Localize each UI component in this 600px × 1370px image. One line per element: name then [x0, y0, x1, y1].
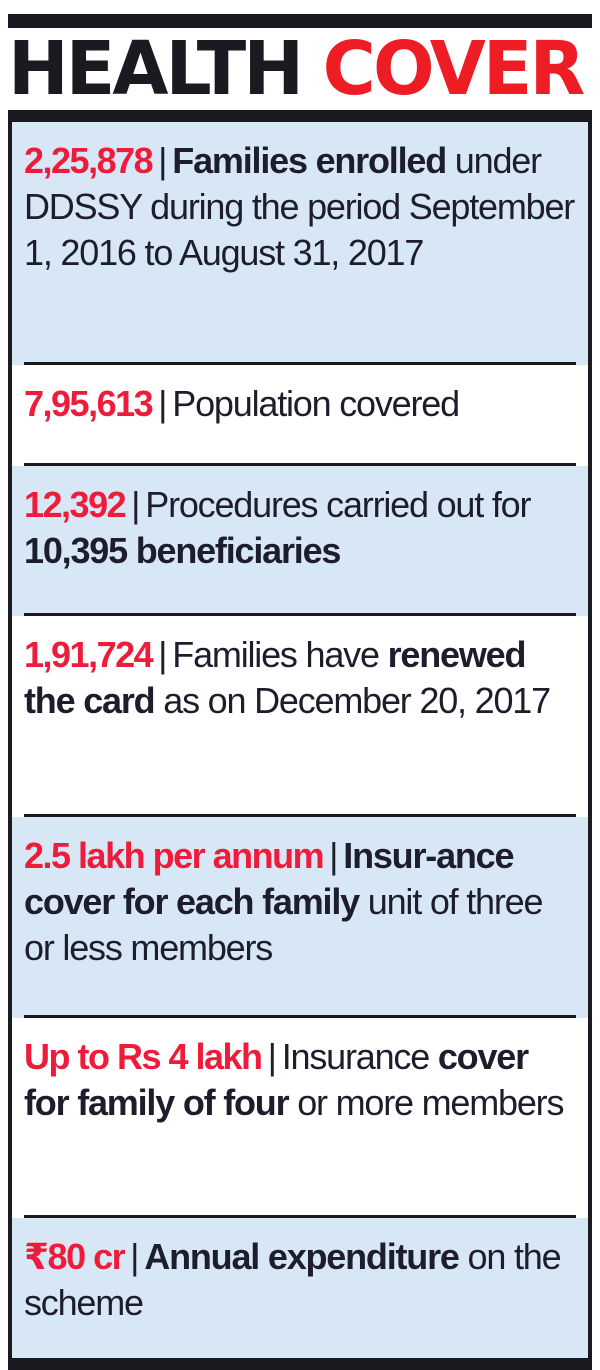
fact-value: Up to Rs 4 lakh: [24, 1036, 263, 1077]
separator: |: [158, 634, 167, 675]
fact-cover-large-family: Up to Rs 4 lakh | Insurance cover for fami…: [12, 1018, 588, 1218]
fact-text: Families have: [172, 634, 388, 675]
separator: |: [329, 835, 338, 876]
top-rule: [8, 14, 592, 28]
facts-list: 2,25,878 | Families enrolled under DDSSY d…: [8, 110, 592, 1370]
fact-text-bold: renewed the card: [24, 634, 526, 721]
fact-text-bold: 10,395 beneficiaries: [24, 530, 341, 571]
headline-part-1: HEALTH: [8, 26, 304, 112]
fact-text-bold: Families enrolled: [172, 140, 447, 181]
fact-text-after: or more members: [288, 1082, 564, 1123]
fact-text-bold: Insur-ance cover for each family: [24, 835, 515, 922]
fact-value: 2,25,878: [24, 140, 154, 181]
separator: |: [131, 484, 140, 525]
fact-population-covered: 7,95,613 | Population covered: [12, 365, 588, 466]
headline-part-2: COVER: [322, 26, 586, 112]
fact-annual-expenditure: ₹80 cr | Annual expenditure on the scheme: [12, 1218, 588, 1358]
fact-cover-small-family: 2.5 lakh per annum | Insur-ance cover for …: [12, 817, 588, 1018]
headline: HEALTH COVER: [8, 26, 586, 112]
fact-value: 7,95,613: [24, 383, 154, 424]
fact-text: Insurance: [281, 1036, 438, 1077]
fact-value: 2.5 lakh per annum: [24, 835, 325, 876]
fact-text-bold: cover for family of four: [24, 1036, 529, 1123]
fact-value: 12,392: [24, 484, 127, 525]
separator: |: [130, 1236, 139, 1277]
fact-text-after: as on December 20, 2017: [154, 680, 551, 721]
fact-text: on the scheme: [24, 1236, 562, 1323]
fact-text-bold: Annual expenditure: [144, 1236, 460, 1277]
fact-procedures: 12,392 | Procedures carried out for 10,395…: [12, 466, 588, 616]
fact-text: under DDSSY during the period September …: [24, 140, 575, 273]
health-cover-infographic: HEALTH COVER 2,25,878 | Families enrolled …: [8, 14, 592, 1370]
fact-value: ₹80 cr: [24, 1236, 126, 1277]
fact-text: Procedures carried out for: [145, 484, 531, 525]
separator: |: [158, 140, 167, 181]
fact-text: Population covered: [172, 383, 460, 424]
fact-value: 1,91,724: [24, 634, 154, 675]
separator: |: [158, 383, 167, 424]
fact-families-enrolled: 2,25,878 | Families enrolled under DDSSY d…: [12, 122, 588, 365]
fact-text: unit of three or less members: [24, 881, 543, 968]
separator: |: [267, 1036, 277, 1077]
fact-card-renewals: 1,91,724 | Families have renewed the card …: [12, 616, 588, 817]
